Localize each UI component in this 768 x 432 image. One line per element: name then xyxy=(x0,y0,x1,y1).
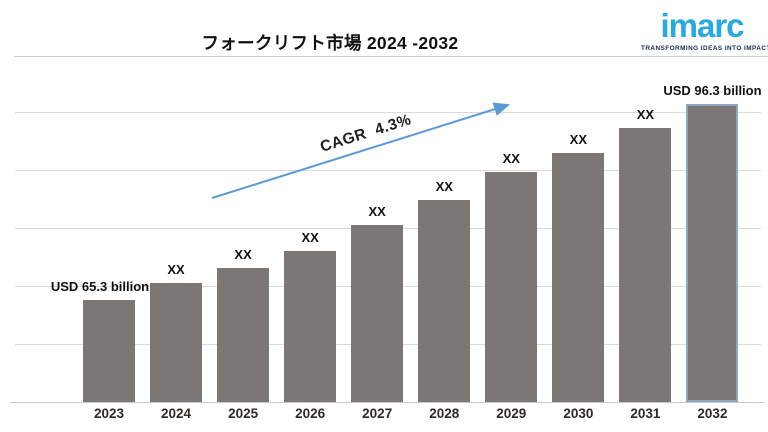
imarc-tagline: TRANSFORMING IDEAS INTO IMPACT xyxy=(641,45,768,52)
bar-value-label-2030: XX xyxy=(569,132,588,147)
bar-2032 xyxy=(686,104,739,402)
imarc-logo: imarc TRANSFORMING IDEAS INTO IMPACT xyxy=(641,7,768,53)
bar-2030 xyxy=(552,153,605,402)
cagr-trend-arrow-icon xyxy=(211,102,510,199)
bar-2028 xyxy=(418,200,471,402)
bar-value-label-2025: XX xyxy=(234,247,252,262)
axis-label-2025: 2025 xyxy=(228,406,259,421)
axis-label-2029: 2029 xyxy=(496,406,527,421)
bar-value-label-2026: XX xyxy=(301,230,319,245)
bar-value-label-2029: XX xyxy=(502,151,520,166)
bar-2026 xyxy=(284,251,337,402)
bar-2025 xyxy=(217,268,270,402)
axis-label-2023: 2023 xyxy=(93,406,125,421)
bar-2023 xyxy=(83,300,135,402)
axis-label-2026: 2026 xyxy=(295,406,326,421)
gridline xyxy=(15,112,761,113)
bar-2031 xyxy=(619,128,672,402)
header-divider xyxy=(14,56,768,57)
bar-value-label-2032: USD 96.3 billion xyxy=(663,83,762,98)
bar-value-label-2024: XX xyxy=(167,262,185,277)
bar-2024 xyxy=(150,283,203,402)
bar-value-label-2023: USD 65.3 billion xyxy=(50,279,150,294)
bar-value-label-2031: XX xyxy=(636,107,655,122)
axis-label-2024: 2024 xyxy=(161,406,192,421)
axis-label-2032: 2032 xyxy=(697,406,728,421)
imarc-wordmark: imarc xyxy=(660,7,744,44)
gridline xyxy=(15,170,761,171)
bar-value-label-2027: XX xyxy=(368,204,386,219)
page-title: フォークリフト市場 2024 -2032 xyxy=(201,33,459,53)
axis-label-2027: 2027 xyxy=(362,406,393,421)
axis-label-2030: 2030 xyxy=(563,406,594,421)
bar-2027 xyxy=(351,225,404,402)
x-axis-line xyxy=(10,402,764,403)
bar-value-label-2028: XX xyxy=(435,179,453,194)
axis-label-2028: 2028 xyxy=(429,406,460,421)
bar-2029 xyxy=(485,172,538,402)
axis-label-2031: 2031 xyxy=(630,406,661,421)
